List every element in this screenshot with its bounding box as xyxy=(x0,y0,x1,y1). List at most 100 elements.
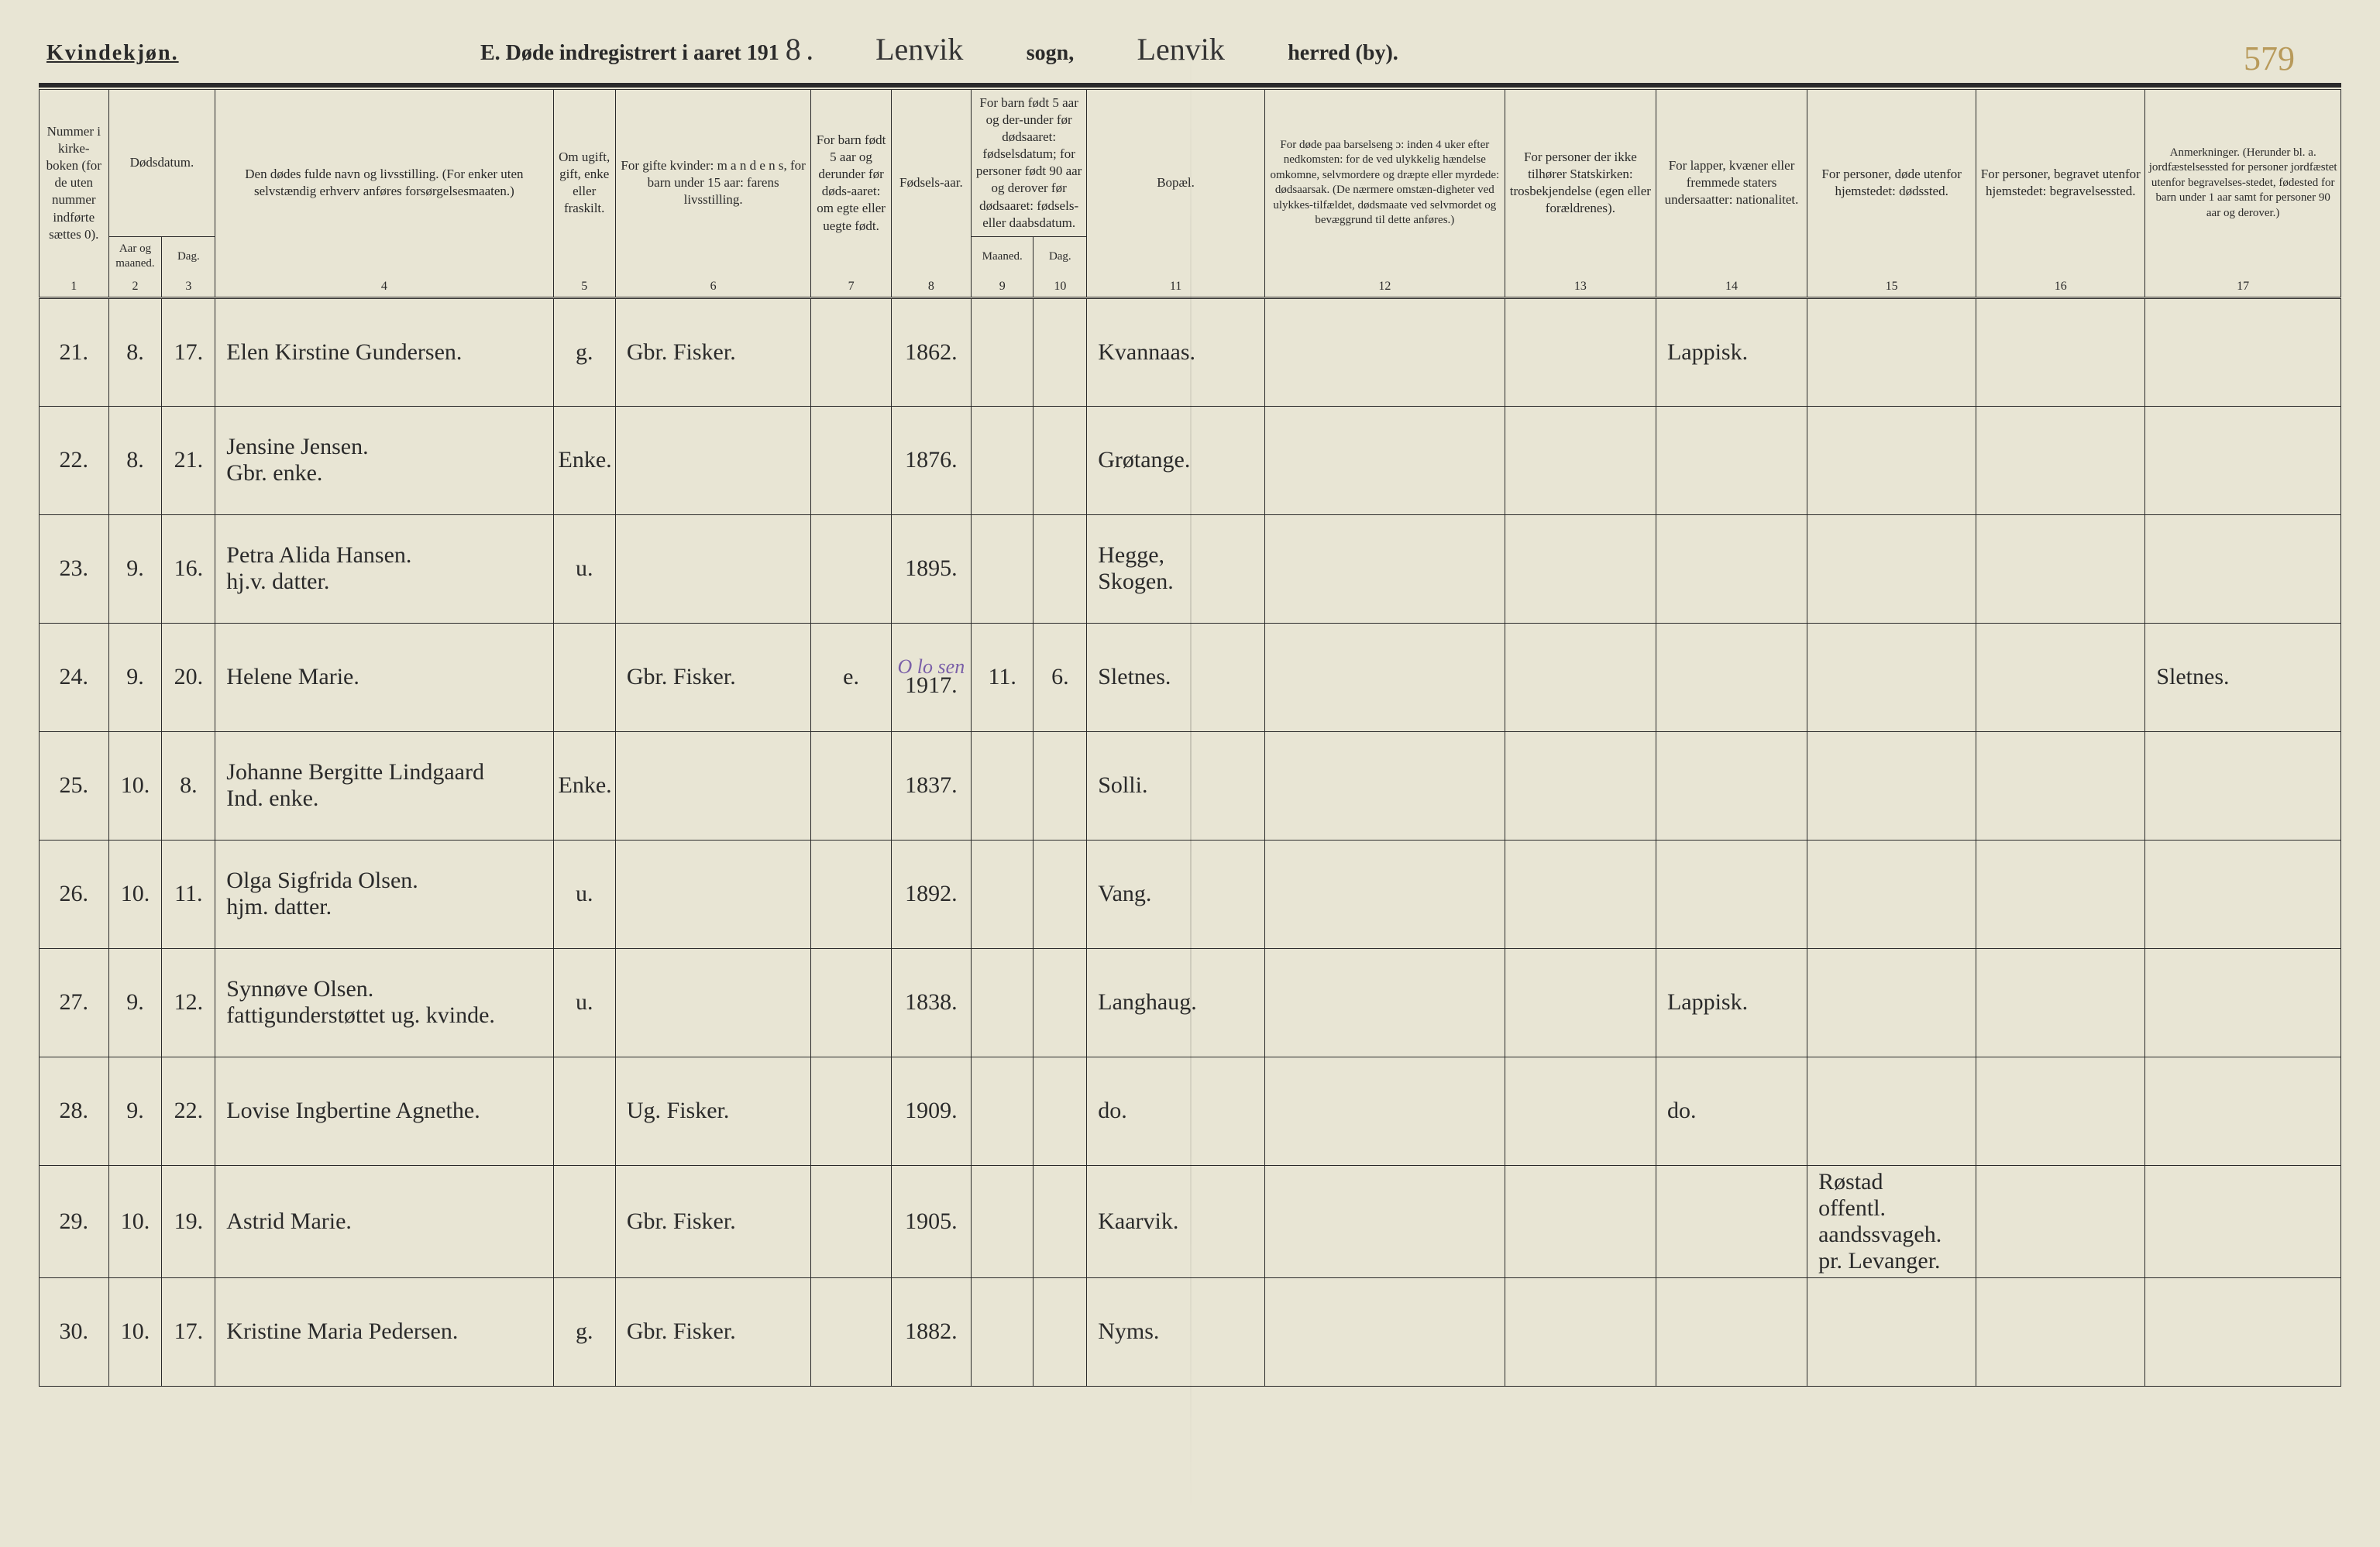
cell-bplace xyxy=(1976,1277,2145,1386)
ledger-table: Nummer i kirke-boken (for de uten nummer… xyxy=(39,90,2341,1387)
cell-eu xyxy=(811,948,891,1057)
cell-bm xyxy=(972,1165,1034,1277)
col-header: Fødsels-aar. xyxy=(891,90,971,277)
cell-n: 28. xyxy=(40,1057,109,1165)
cell-cause xyxy=(1264,731,1505,840)
cell-cause xyxy=(1264,514,1505,623)
table-row: 21.8.17.Elen Kirstine Gundersen.g.Gbr. F… xyxy=(40,297,2341,406)
cell-m: 10. xyxy=(108,1277,162,1386)
herred-label: herred (by). xyxy=(1288,41,1398,66)
cell-cause xyxy=(1264,1057,1505,1165)
cell-faith xyxy=(1505,623,1656,731)
gender-label: Kvindekjøn. xyxy=(46,41,480,66)
cell-faith xyxy=(1505,840,1656,948)
cell-n: 23. xyxy=(40,514,109,623)
cell-nat xyxy=(1656,731,1807,840)
cell-eu xyxy=(811,1057,891,1165)
cell-n: 27. xyxy=(40,948,109,1057)
cell-bd xyxy=(1034,1277,1087,1386)
cell-note xyxy=(2145,406,2341,514)
sogn-name: Lenvik xyxy=(819,31,1020,67)
ledger-page: Kvindekjøn. E. Døde indregistrert i aare… xyxy=(39,31,2341,1516)
cell-m: 10. xyxy=(108,840,162,948)
cell-m: 9. xyxy=(108,514,162,623)
col-header: Nummer i kirke-boken (for de uten nummer… xyxy=(40,90,109,277)
cell-d: 16. xyxy=(162,514,215,623)
colnum: 7 xyxy=(811,277,891,298)
table-body: 21.8.17.Elen Kirstine Gundersen.g.Gbr. F… xyxy=(40,297,2341,1386)
title-period: . xyxy=(807,41,813,66)
col-header: For barn født 5 aar og der-under før død… xyxy=(972,90,1087,236)
cell-year: 1892. xyxy=(891,840,971,948)
col-header: For gifte kvinder: m a n d e n s, for ba… xyxy=(615,90,811,277)
cell-nat: Lappisk. xyxy=(1656,297,1807,406)
col-subheader: Aar og maaned. xyxy=(108,236,162,277)
cell-faith xyxy=(1505,948,1656,1057)
cell-bd xyxy=(1034,514,1087,623)
year-digit: 8 xyxy=(786,31,801,67)
colnum: 5 xyxy=(553,277,615,298)
cell-dplace xyxy=(1807,514,1976,623)
cell-dplace xyxy=(1807,948,1976,1057)
cell-eu xyxy=(811,1165,891,1277)
cell-cause xyxy=(1264,840,1505,948)
cell-d: 8. xyxy=(162,731,215,840)
cell-spouse xyxy=(615,406,811,514)
cell-spouse: Gbr. Fisker. xyxy=(615,1165,811,1277)
cell-dplace: Røstadoffentl.aandssvageh.pr. Levanger. xyxy=(1807,1165,1976,1277)
table-row: 23.9.16.Petra Alida Hansen.hj.v. datter.… xyxy=(40,514,2341,623)
cell-note xyxy=(2145,297,2341,406)
cell-status: u. xyxy=(553,948,615,1057)
cell-faith xyxy=(1505,514,1656,623)
cell-d: 11. xyxy=(162,840,215,948)
col-subheader: Maaned. xyxy=(972,236,1034,277)
cell-bd xyxy=(1034,1057,1087,1165)
sogn-label: sogn, xyxy=(1027,41,1074,66)
cell-cause xyxy=(1264,1277,1505,1386)
cell-place: Kvannaas. xyxy=(1087,297,1265,406)
cell-note xyxy=(2145,731,2341,840)
cell-status: g. xyxy=(553,297,615,406)
cell-d: 22. xyxy=(162,1057,215,1165)
colnum: 12 xyxy=(1264,277,1505,298)
colnum: 17 xyxy=(2145,277,2341,298)
cell-name: Johanne Bergitte LindgaardInd. enke. xyxy=(215,731,553,840)
cell-year: 1876. xyxy=(891,406,971,514)
cell-dplace xyxy=(1807,297,1976,406)
colnum: 6 xyxy=(615,277,811,298)
cell-bplace xyxy=(1976,623,2145,731)
cell-n: 24. xyxy=(40,623,109,731)
cell-note xyxy=(2145,1057,2341,1165)
cell-d: 17. xyxy=(162,1277,215,1386)
colnum: 10 xyxy=(1034,277,1087,298)
interlinear-note: O lo sen xyxy=(896,655,966,679)
col-header: Den dødes fulde navn og livsstilling. (F… xyxy=(215,90,553,277)
col-header: For barn født 5 aar og derunder før døds… xyxy=(811,90,891,277)
colnum: 14 xyxy=(1656,277,1807,298)
page-number: 579 xyxy=(2244,39,2295,78)
cell-bm xyxy=(972,840,1034,948)
cell-bd: 6. xyxy=(1034,623,1087,731)
col-header: For personer der ikke tilhører Statskirk… xyxy=(1505,90,1656,277)
cell-n: 25. xyxy=(40,731,109,840)
cell-eu xyxy=(811,731,891,840)
cell-name: Petra Alida Hansen.hj.v. datter. xyxy=(215,514,553,623)
table-row: 25.10.8.Johanne Bergitte LindgaardInd. e… xyxy=(40,731,2341,840)
table-row: 24.9.20.Helene Marie.Gbr. Fisker.e.O lo … xyxy=(40,623,2341,731)
cell-d: 20. xyxy=(162,623,215,731)
cell-m: 8. xyxy=(108,406,162,514)
cell-bplace xyxy=(1976,948,2145,1057)
cell-name: Olga Sigfrida Olsen.hjm. datter. xyxy=(215,840,553,948)
colnum: 4 xyxy=(215,277,553,298)
cell-m: 10. xyxy=(108,731,162,840)
cell-bm xyxy=(972,297,1034,406)
cell-bd xyxy=(1034,1165,1087,1277)
cell-nat: do. xyxy=(1656,1057,1807,1165)
col-header: Dødsdatum. xyxy=(108,90,215,236)
cell-year: 1895. xyxy=(891,514,971,623)
cell-eu xyxy=(811,406,891,514)
cell-spouse xyxy=(615,514,811,623)
cell-place: Nyms. xyxy=(1087,1277,1265,1386)
cell-faith xyxy=(1505,406,1656,514)
table-row: 30.10.17.Kristine Maria Pedersen.g.Gbr. … xyxy=(40,1277,2341,1386)
